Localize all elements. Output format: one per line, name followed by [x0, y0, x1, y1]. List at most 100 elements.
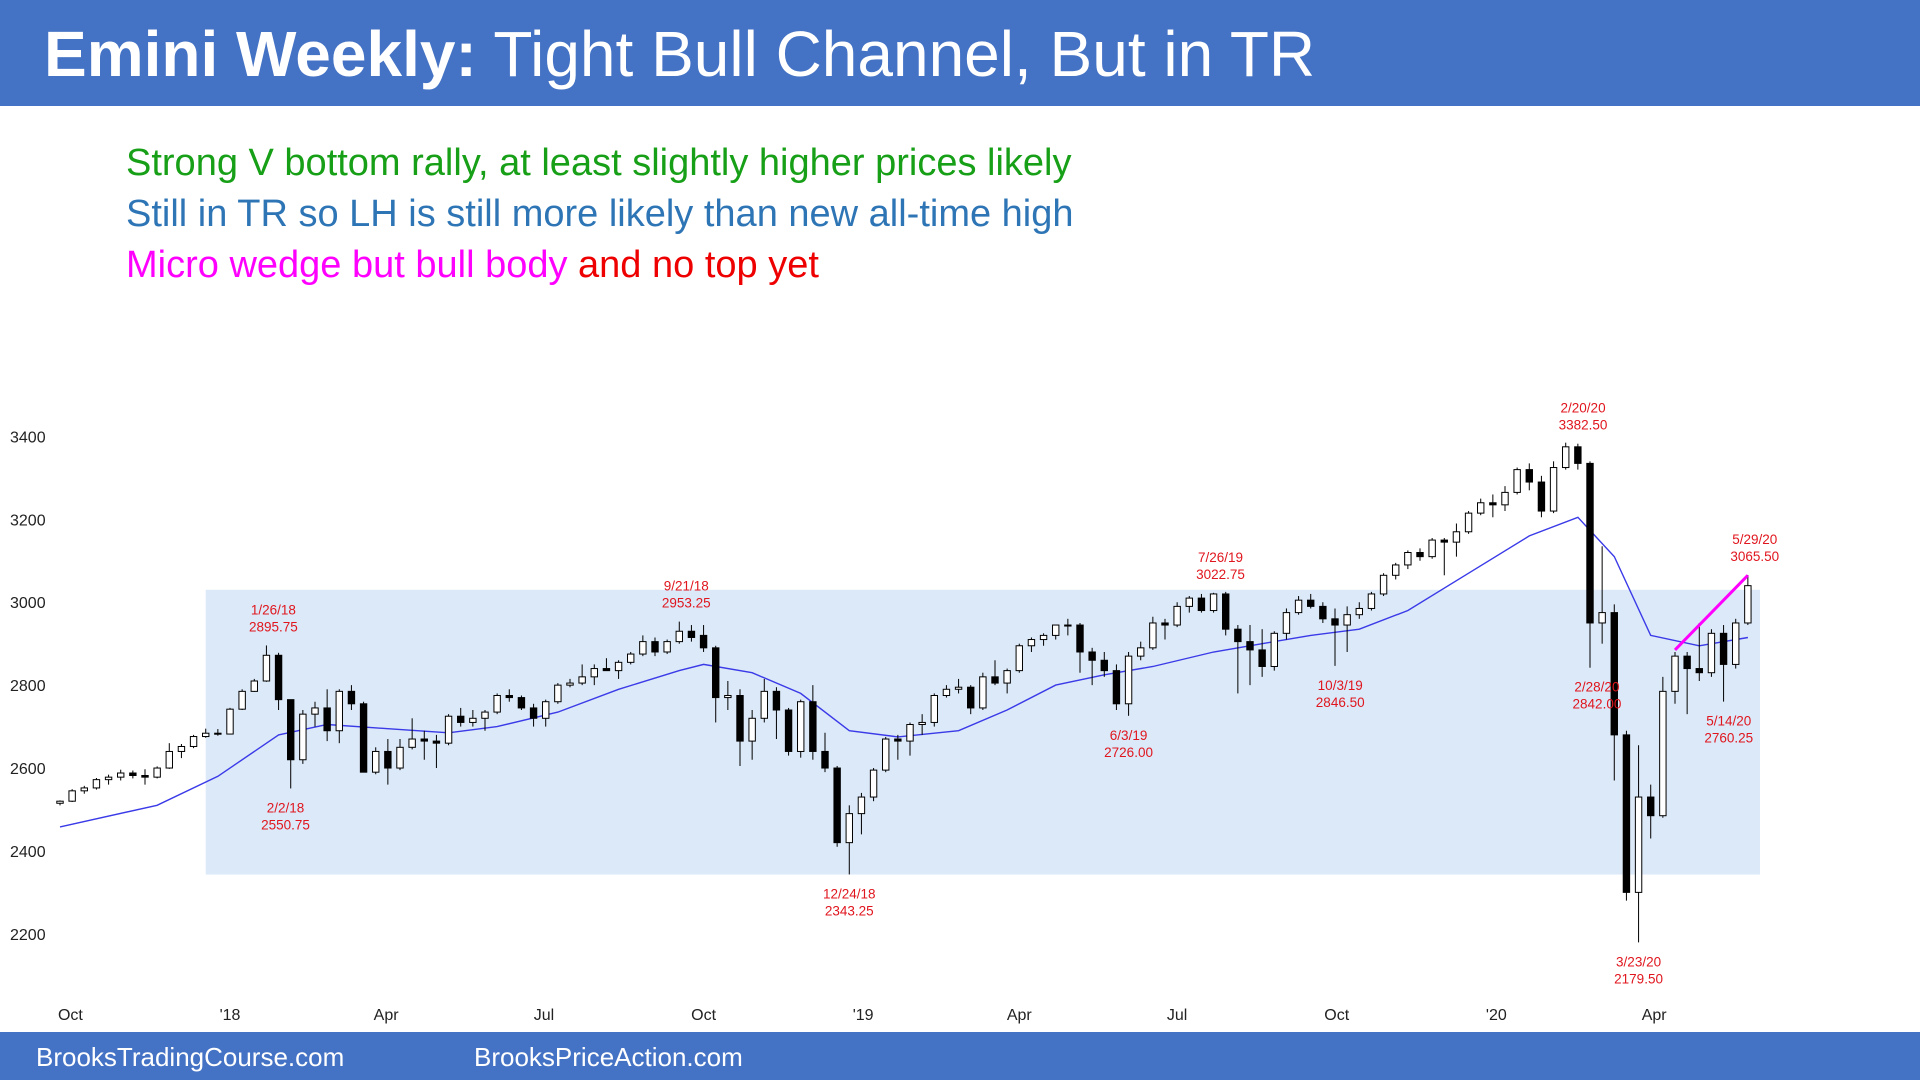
- x-tick-label: '19: [853, 1007, 874, 1024]
- annotation-label: 5/29/20: [1732, 532, 1777, 547]
- bear-candle: [214, 732, 222, 735]
- bull-candle: [1707, 632, 1716, 674]
- bull-candle: [1732, 622, 1740, 665]
- bear-candle: [517, 697, 526, 709]
- bear-candle: [1622, 734, 1631, 893]
- bull-candle: [614, 661, 623, 672]
- bear-candle: [1683, 655, 1691, 670]
- y-tick-label: 2400: [10, 844, 46, 861]
- title-bar: Emini Weekly: Tight Bull Channel, But in…: [0, 0, 1920, 106]
- bear-candle: [1586, 462, 1594, 624]
- bull-candle: [1209, 593, 1218, 612]
- trading-range-box: [205, 589, 1761, 875]
- bull-candle: [1027, 639, 1036, 647]
- bull-candle: [189, 736, 198, 747]
- x-tick-label: '20: [1486, 1007, 1507, 1024]
- annotation-label: 2842.00: [1573, 697, 1622, 712]
- bear-candle: [1489, 502, 1497, 506]
- bull-candle: [92, 779, 101, 789]
- bull-candle: [1003, 670, 1011, 684]
- annotation-label: 7/26/19: [1198, 550, 1243, 565]
- annotation-label: 2760.25: [1704, 731, 1753, 746]
- bull-candle: [56, 800, 64, 804]
- note-3-text-a: Micro wedge but bull body: [126, 244, 579, 286]
- x-tick-label: Apr: [1007, 1007, 1033, 1024]
- bull-candle: [954, 686, 963, 690]
- annotation-label: 2/2/18: [267, 800, 305, 815]
- bear-candle: [420, 738, 428, 742]
- x-tick-label: Oct: [58, 1007, 83, 1024]
- bull-candle: [590, 668, 598, 678]
- bull-candle: [1634, 796, 1643, 893]
- bear-candle: [1197, 597, 1206, 612]
- bull-candle: [578, 676, 586, 684]
- bull-candle: [1149, 622, 1157, 649]
- bull-candle: [1343, 614, 1351, 626]
- note-2-text: Still in TR so LH is still more likely t…: [126, 193, 1074, 235]
- bull-candle: [882, 738, 890, 771]
- bull-candle: [979, 676, 987, 709]
- annotation-label: 6/3/19: [1110, 728, 1148, 743]
- annotation-label: 12/24/18: [823, 886, 876, 901]
- bull-candle: [663, 641, 671, 653]
- bull-candle: [1513, 469, 1521, 493]
- bull-candle: [1137, 647, 1145, 657]
- bear-candle: [1537, 481, 1546, 512]
- annotation-label: 5/14/20: [1706, 714, 1751, 729]
- bull-candle: [942, 688, 951, 697]
- bear-candle: [1112, 670, 1121, 705]
- bear-candle: [821, 750, 829, 769]
- bull-candle: [1392, 564, 1400, 576]
- title-bold: Emini Weekly:: [44, 18, 477, 90]
- bull-candle: [372, 750, 380, 773]
- bear-candle: [359, 703, 368, 773]
- footer-right-link[interactable]: BrooksPriceAction.com: [474, 1042, 743, 1072]
- bear-candle: [1258, 649, 1266, 667]
- annotation-label: 10/3/19: [1318, 678, 1363, 693]
- bull-candle: [1173, 605, 1181, 626]
- footer-left-link[interactable]: BrooksTradingCourse.com: [36, 1042, 345, 1072]
- bear-candle: [651, 641, 659, 653]
- bear-candle: [602, 668, 611, 672]
- bear-candle: [833, 767, 841, 844]
- chart-title: Emini Weekly: Tight Bull Channel, But in…: [44, 16, 1315, 92]
- bear-candle: [1100, 659, 1108, 672]
- bull-candle: [408, 738, 416, 748]
- bear-candle: [505, 695, 513, 699]
- note-1-text: Strong V bottom rally, at least slightly…: [126, 142, 1072, 184]
- bull-candle: [117, 772, 125, 778]
- bull-candle: [1282, 612, 1291, 634]
- annotation-label: 3022.75: [1196, 567, 1245, 582]
- x-tick-label: Oct: [691, 1007, 716, 1024]
- bull-candle: [930, 695, 938, 723]
- x-tick-label: Apr: [1642, 1007, 1668, 1024]
- bear-candle: [772, 690, 781, 711]
- bear-candle: [1525, 469, 1533, 483]
- title-rest: Tight Bull Channel, But in TR: [493, 18, 1316, 90]
- bull-candle: [202, 732, 210, 738]
- y-tick-label: 2600: [10, 761, 46, 778]
- annotation-label: 2895.75: [249, 619, 298, 634]
- bull-candle: [627, 653, 635, 663]
- bull-candle: [1015, 645, 1023, 672]
- bear-candle: [1222, 593, 1230, 630]
- bull-candle: [469, 717, 477, 723]
- bear-candle: [991, 676, 999, 684]
- bear-candle: [967, 686, 975, 709]
- x-tick-label: Oct: [1324, 1007, 1349, 1024]
- annotation-label: 2/28/20: [1574, 680, 1619, 695]
- note-line-1: Strong V bottom rally, at least slightly…: [126, 140, 1071, 186]
- bull-candle: [724, 695, 732, 699]
- bull-candle: [250, 680, 258, 692]
- bear-candle: [1574, 446, 1582, 464]
- annotation-label: 1/26/18: [251, 602, 296, 617]
- bull-candle: [748, 717, 756, 742]
- bull-candle: [165, 750, 173, 769]
- bear-candle: [457, 715, 465, 723]
- bull-candle: [1355, 607, 1363, 616]
- bull-candle: [1659, 690, 1667, 817]
- annotation-label: 2953.25: [662, 596, 711, 611]
- bear-candle: [809, 701, 817, 752]
- bear-candle: [1234, 628, 1242, 643]
- bear-candle: [1076, 624, 1084, 653]
